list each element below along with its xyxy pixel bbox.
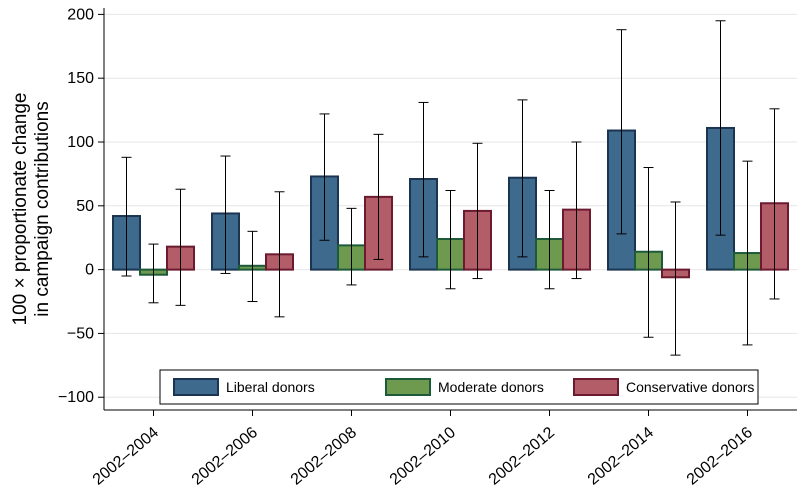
y-tick-label: 50 bbox=[76, 198, 94, 215]
x-tick-label: 2002–2010 bbox=[387, 424, 459, 489]
legend-swatch bbox=[385, 378, 431, 396]
x-tick-label: 2002–2006 bbox=[189, 424, 261, 489]
error-bars-layer bbox=[121, 20, 780, 356]
y-tick-label: −100 bbox=[58, 389, 94, 406]
y-tick-label: 200 bbox=[67, 6, 94, 23]
y-tick-label: −50 bbox=[67, 325, 94, 342]
legend-label: Moderate donors bbox=[438, 379, 544, 395]
x-tick-labels: 2002–2004 2002–2006 2002–2008 2002–2010 2002… bbox=[90, 424, 756, 489]
x-tick-label: 2002–2016 bbox=[684, 424, 756, 489]
legend-box bbox=[159, 369, 759, 405]
y-tick-label: 0 bbox=[85, 262, 94, 279]
axes bbox=[98, 8, 797, 416]
y-axis-title-line: 100 × proportionate change bbox=[10, 93, 31, 326]
legend-label: Conservative donors bbox=[626, 379, 754, 395]
legend: Liberal donors Moderate donors Conservativ… bbox=[159, 369, 759, 405]
legend-label: Liberal donors bbox=[226, 379, 315, 395]
x-tick-label: 2002–2008 bbox=[288, 424, 360, 489]
legend-swatch bbox=[173, 378, 219, 396]
x-tick-label: 2002–2012 bbox=[486, 424, 558, 489]
x-tick-label: 2002–2014 bbox=[585, 424, 657, 489]
legend-swatch bbox=[573, 378, 619, 396]
x-tick-label: 2002–2004 bbox=[90, 424, 162, 489]
y-tick-labels: 200 150 100 50 0 −50 −100 bbox=[58, 6, 94, 406]
y-axis-title: 100 × proportionate change in campaign co… bbox=[10, 93, 53, 326]
y-axis-title-line: in campaign contributions bbox=[32, 101, 53, 316]
y-tick-label: 150 bbox=[67, 70, 94, 87]
y-tick-label: 100 bbox=[67, 134, 94, 151]
